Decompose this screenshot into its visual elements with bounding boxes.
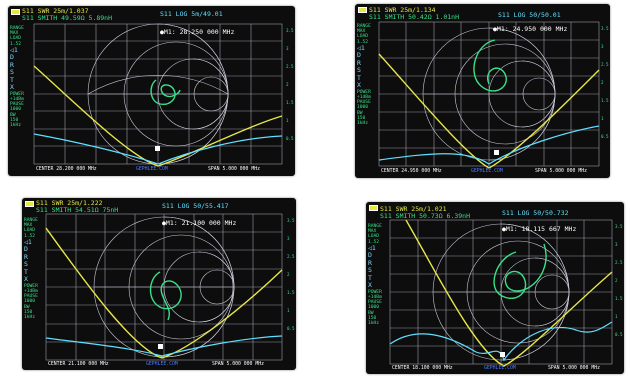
marker-1-readout[interactable]: ●M1: 21.100 000 MHz — [162, 219, 237, 227]
right-axis: 3.5 3 2.5 2 1.5 1 0.5 — [287, 218, 295, 331]
trace2-label[interactable]: S11 SMITH 50.42Ω 1.01nH — [369, 13, 460, 21]
trace3-label[interactable]: S11 LOG 5m/49.01 — [160, 10, 223, 18]
vna-screen-3: S11 SWR 25m/1.222 S11 SMITH 54.51Ω 75nH … — [22, 198, 296, 370]
right-axis: 3.5 3 2.5 2 1.5 1 0.5 — [615, 224, 623, 337]
battery-icon — [11, 9, 20, 15]
marker-1-readout[interactable]: ●M1: 18.115 667 MHz — [502, 225, 577, 233]
trace2-label[interactable]: S11 SMITH 50.73Ω 6.39nH — [380, 212, 471, 220]
plot-area — [378, 21, 600, 169]
plot-area — [389, 219, 613, 367]
center-frequency[interactable]: CENTER 28.200 000 MHz — [36, 167, 97, 172]
span-frequency[interactable]: SPAN 5.000 000 MHz — [535, 169, 587, 174]
trace3-label[interactable]: S11 LOG 50/50.01 — [498, 11, 561, 19]
battery-icon — [369, 205, 378, 211]
center-frequency[interactable]: CENTER 18.100 000 MHz — [392, 366, 453, 371]
swr-trace — [405, 219, 613, 367]
marker-1-flag — [500, 352, 505, 357]
swr-trace — [45, 227, 283, 359]
grid-lines — [33, 23, 283, 165]
smith-chart — [422, 27, 556, 161]
right-axis: 3.5 3 2.5 2 1.5 1 0.5 — [601, 26, 609, 139]
log-trace — [389, 321, 613, 362]
smith-trace — [149, 271, 182, 321]
trace3-label[interactable]: S11 LOG 50/50.732 — [502, 209, 569, 217]
marker-1-flag — [155, 146, 160, 151]
trace2-label[interactable]: S11 SMITH 54.51Ω 75nH — [36, 206, 119, 214]
smith-trace — [473, 39, 507, 92]
vna-screen-2: S11 SWR 25m/1.134 S11 SMITH 50.42Ω 1.01n… — [355, 4, 610, 178]
plot-area — [45, 213, 283, 361]
brand-label: GEPHLEE.COM — [471, 169, 503, 174]
battery-icon — [25, 201, 34, 207]
plot-area — [33, 23, 283, 167]
swr-trace — [33, 65, 283, 167]
center-frequency[interactable]: CENTER 24.950 000 MHz — [381, 169, 442, 174]
log-trace — [378, 125, 600, 165]
smith-chart — [93, 216, 235, 358]
trace2-label[interactable]: S11 SMITH 49.59Ω 5.89nH — [22, 14, 113, 22]
trace3-label[interactable]: S11 LOG 50/55.417 — [162, 202, 229, 210]
span-frequency[interactable]: SPAN 5.000 000 MHz — [208, 167, 260, 172]
side-menu[interactable]: RANGE MAX LOAD 1.52 ◁1 D R S T X POWER +1dBm PAUSE… — [368, 224, 382, 327]
trace1-label[interactable]: S11 SWR 25m/1.134 — [369, 6, 436, 14]
smith-trace — [150, 79, 181, 105]
smith-chart — [432, 223, 570, 361]
side-menu[interactable]: RANGE MAX LOAD 1.52 ◁1 D R S T X POWER +1dBm PAUSE… — [357, 24, 371, 127]
marker-1-readout[interactable]: ●M1: 28.250 000 MHz — [160, 28, 235, 36]
center-frequency[interactable]: CENTER 21.100 000 MHz — [48, 362, 109, 367]
trace1-label[interactable]: S11 SWR 25m/1.222 — [36, 199, 103, 207]
brand-label: GEPHLEE.COM — [136, 167, 168, 172]
trace1-label[interactable]: S11 SWR 25m/1.021 — [380, 205, 447, 213]
log-trace — [45, 335, 283, 357]
marker-1-readout[interactable]: ●M1: 24.950 000 MHz — [493, 25, 568, 33]
brand-label: GEPHLEE.COM — [484, 366, 516, 371]
side-menu[interactable]: RANGE MAX LOAD 1.52 ◁1 D R S T X POWER +1dBm PAUSE… — [10, 26, 24, 129]
battery-icon — [358, 7, 367, 13]
brand-label: GEPHLEE.COM — [146, 362, 178, 367]
swr-trace — [378, 53, 600, 169]
vna-screen-1: S11 SWR 25m/1.037 S11 SMITH 49.59Ω 5.89n… — [8, 6, 295, 176]
marker-1-flag — [158, 344, 163, 349]
side-menu[interactable]: RANGE MAX LOAD 1.52 ◁1 D R S T X POWER +1dBm PAUSE… — [24, 218, 38, 321]
vna-screen-4: S11 SWR 25m/1.021 S11 SMITH 50.73Ω 6.39n… — [366, 202, 624, 374]
span-frequency[interactable]: SPAN 5.000 000 MHz — [212, 362, 264, 367]
smith-trace — [493, 243, 547, 299]
grid-lines — [45, 213, 283, 361]
marker-1-flag — [494, 150, 499, 155]
smith-chart — [87, 23, 229, 165]
trace1-label[interactable]: S11 SWR 25m/1.037 — [22, 7, 89, 15]
log-trace — [33, 133, 283, 165]
right-axis: 3.5 3 2.5 2 1.5 1 0.5 — [286, 28, 294, 141]
span-frequency[interactable]: SPAN 5.000 000 MHz — [548, 366, 600, 371]
